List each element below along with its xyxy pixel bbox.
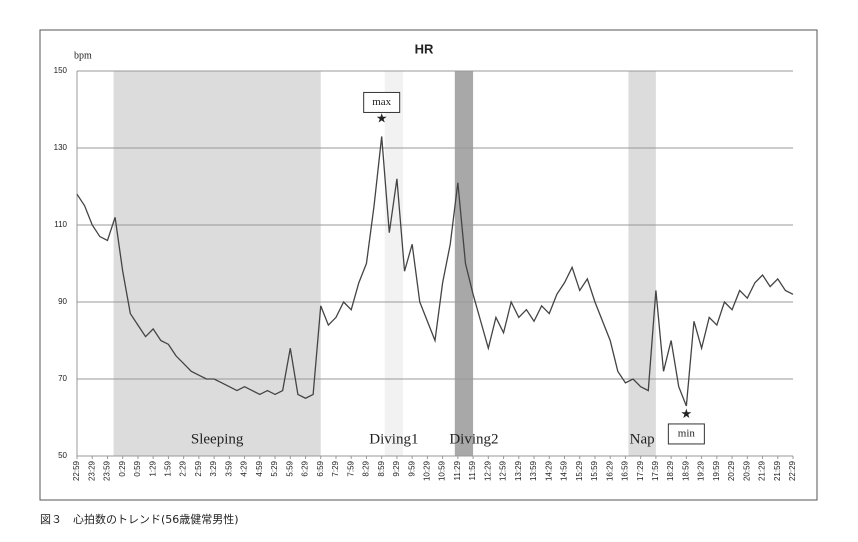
annotation-box (363, 91, 401, 113)
x-tick-label: 9:29 (392, 460, 401, 476)
x-tick-label: 21:29 (758, 460, 767, 481)
x-tick-label: 10:59 (438, 460, 447, 481)
x-tick-label: 5:29 (270, 460, 279, 476)
y-tick-label: 150 (54, 66, 68, 75)
x-tick-label: 6:29 (301, 460, 310, 476)
annotation-label: max (372, 96, 391, 108)
x-tick-label: 23:59 (103, 460, 112, 481)
x-tick-label: 16:29 (605, 460, 614, 481)
x-tick-label: 3:29 (209, 460, 218, 476)
x-tick-label: 8:59 (377, 460, 386, 476)
x-tick-label: 22:59 (72, 460, 81, 481)
y-tick-label: 50 (58, 451, 67, 460)
x-tick-label: 20:29 (727, 460, 736, 481)
x-tick-label: 7:29 (331, 460, 340, 476)
x-tick-label: 17:59 (651, 460, 660, 481)
hr-line (76, 136, 794, 407)
caption: 図３ 心拍数のトレンド(56歳健常男性) (40, 512, 239, 526)
x-tick-label: 16:59 (621, 460, 630, 481)
x-tick-label: 15:29 (575, 460, 584, 481)
band (628, 71, 656, 456)
y-tick-label: 70 (58, 374, 67, 383)
x-tick-label: 20:59 (742, 460, 751, 481)
band (384, 71, 404, 456)
x-tick-label: 21:59 (773, 460, 782, 481)
annotation-star: ★ (681, 406, 693, 421)
x-tick-label: 23:29 (87, 460, 96, 481)
x-tick-label: 8:29 (362, 460, 371, 476)
band-label: Diving2 (449, 431, 498, 447)
chart-title: HR (415, 41, 434, 56)
x-tick-label: 13:59 (529, 460, 538, 481)
x-tick-label: 15:59 (590, 460, 599, 481)
y-tick-label: 90 (58, 297, 67, 306)
x-tick-label: 11:29 (453, 460, 462, 480)
x-tick-label: 18:29 (666, 460, 675, 481)
x-tick-label: 13:29 (514, 460, 523, 481)
x-tick-label: 3:59 (224, 460, 233, 476)
x-tick-label: 0:59 (133, 460, 142, 476)
y-tick-label: 130 (54, 143, 68, 152)
x-tick-label: 14:59 (560, 460, 569, 481)
x-tick-label: 5:59 (285, 460, 294, 476)
x-tick-label: 19:29 (697, 460, 706, 481)
band-label: Sleeping (191, 431, 244, 447)
x-tick-label: 0:29 (118, 460, 127, 476)
x-tick-label: 2:59 (194, 460, 203, 476)
x-tick-label: 22:29 (788, 460, 797, 481)
x-tick-label: 1:29 (148, 460, 157, 476)
x-tick-label: 12:59 (499, 460, 508, 481)
x-tick-label: 19:59 (712, 460, 721, 481)
x-tick-label: 1:59 (164, 460, 173, 476)
x-tick-label: 6:59 (316, 460, 325, 476)
band (454, 71, 474, 456)
band-label: Diving1 (369, 431, 418, 447)
annotation-label: min (678, 427, 696, 439)
x-tick-label: 4:29 (240, 460, 249, 476)
annotation-star: ★ (376, 110, 388, 125)
x-tick-label: 2:29 (179, 460, 188, 476)
x-tick-label: 11:59 (468, 460, 477, 480)
x-tick-label: 17:29 (636, 460, 645, 481)
band (113, 71, 321, 456)
x-tick-label: 9:59 (407, 460, 416, 476)
x-tick-label: 18:59 (681, 460, 690, 481)
x-tick-label: 14:29 (544, 460, 553, 481)
x-tick-label: 7:59 (346, 460, 355, 476)
band-label: Nap (630, 431, 655, 447)
annotation-box (667, 423, 705, 445)
x-tick-label: 10:29 (422, 460, 431, 481)
x-tick-label: 4:59 (255, 460, 264, 476)
y-tick-label: 110 (54, 220, 67, 229)
y-unit: bpm (74, 50, 92, 61)
x-tick-label: 12:29 (483, 460, 492, 481)
